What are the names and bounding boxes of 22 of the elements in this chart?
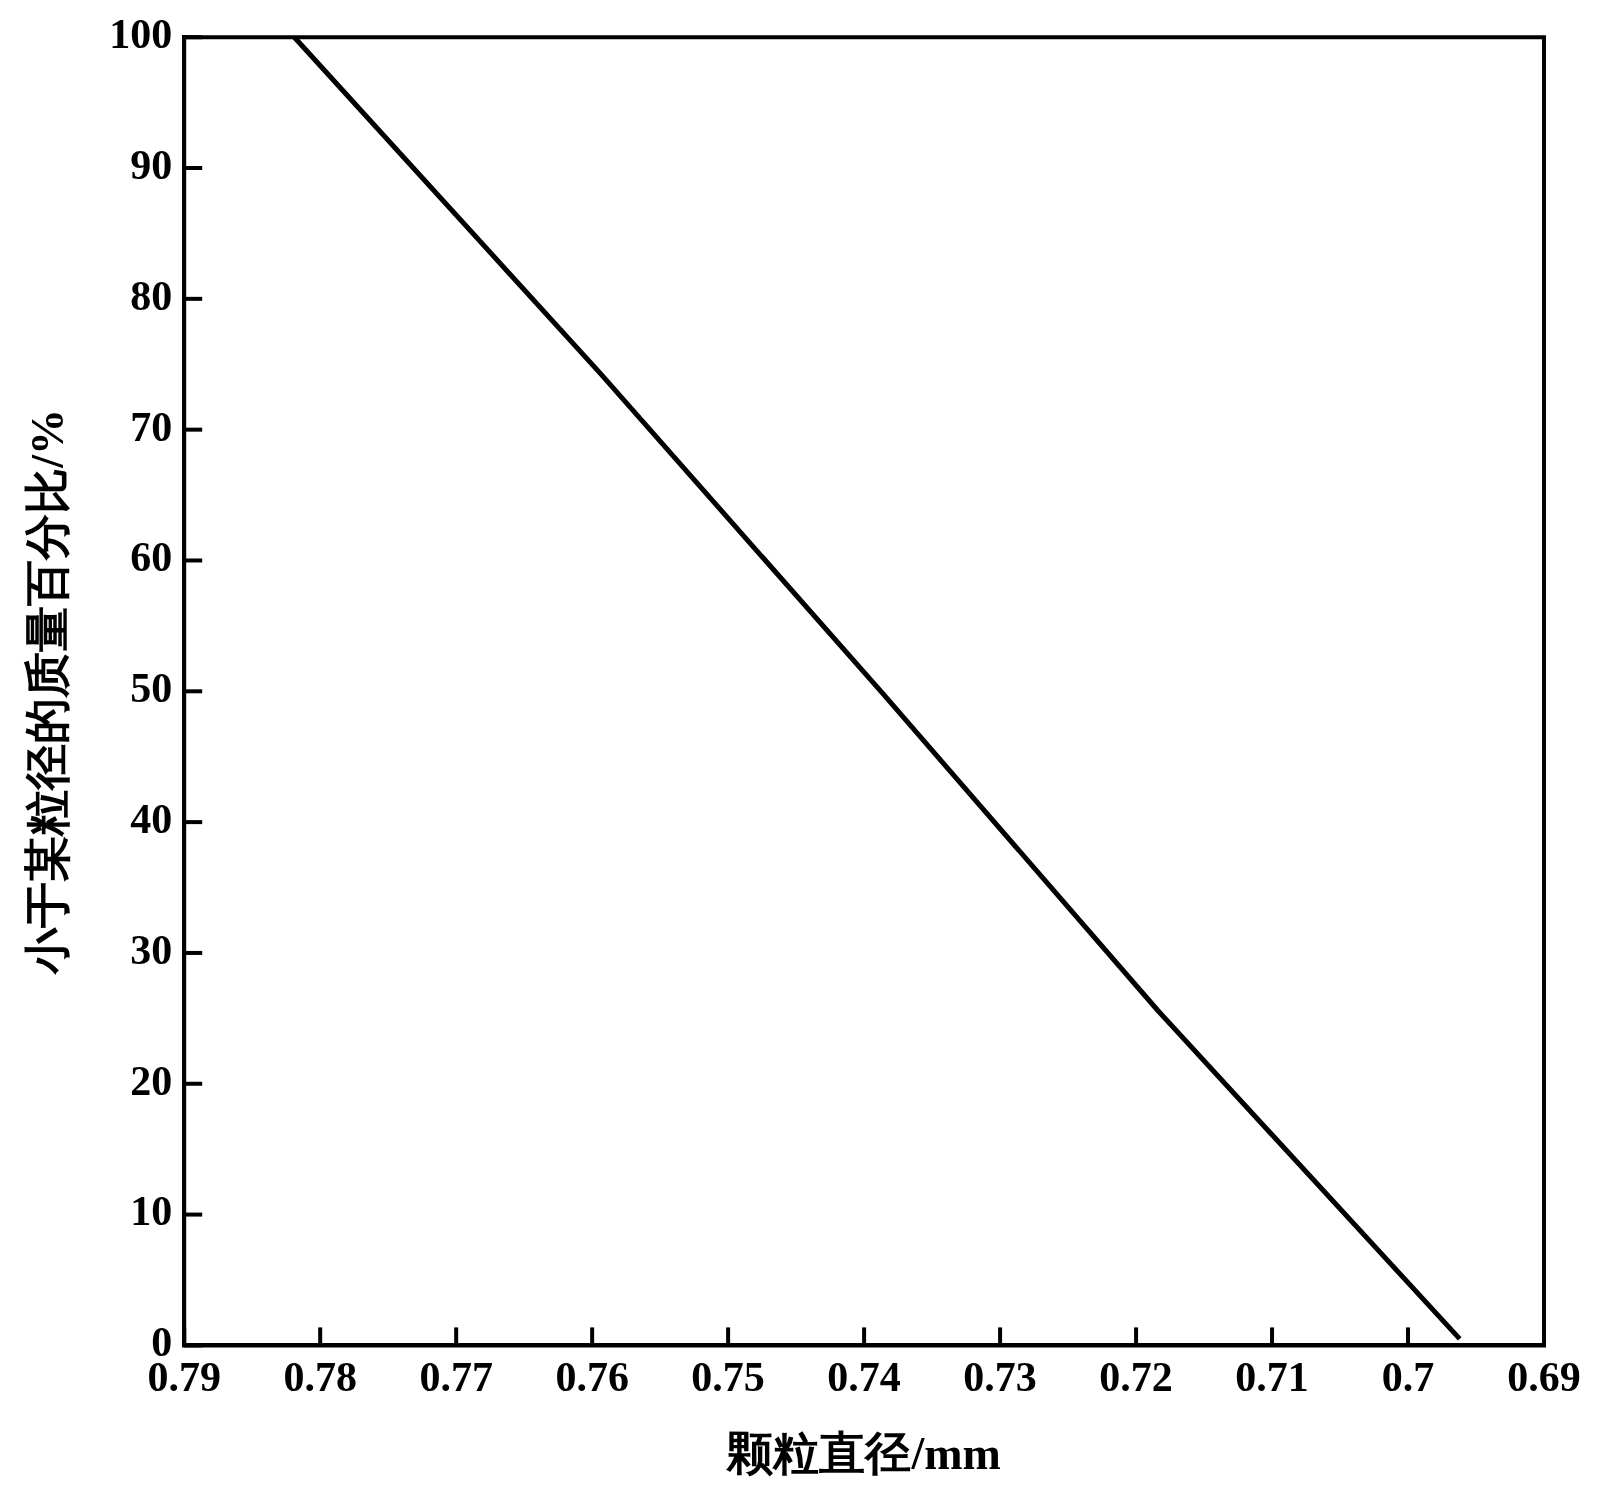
y-tick-label: 50 [130,665,173,712]
y-tick-label: 20 [130,1057,173,1104]
y-tick-label: 40 [130,795,173,842]
x-tick-label: 0.75 [691,1354,765,1401]
x-tick-label: 0.72 [1099,1354,1173,1401]
y-tick-label: 90 [130,141,173,188]
x-tick-label: 0.73 [963,1354,1037,1401]
x-axis-title: 颗粒直径/mm [726,1428,1001,1480]
y-tick-label: 100 [109,11,173,58]
x-tick-label: 0.77 [419,1354,493,1401]
x-tick-label: 0.76 [555,1354,629,1401]
x-tick-label: 0.69 [1507,1354,1581,1401]
x-tick-label: 0.7 [1381,1354,1435,1401]
x-tick-label: 0.71 [1235,1354,1309,1401]
x-tick-label: 0.78 [283,1354,357,1401]
y-tick-label: 70 [130,403,173,450]
y-tick-label: 30 [130,926,173,973]
y-tick-label: 60 [130,534,173,581]
y-axis-title: 小于某粒径的质量百分比/% [22,408,74,976]
x-tick-label: 0.74 [827,1354,901,1401]
y-tick-label: 10 [130,1188,173,1235]
y-tick-label: 80 [130,272,173,319]
